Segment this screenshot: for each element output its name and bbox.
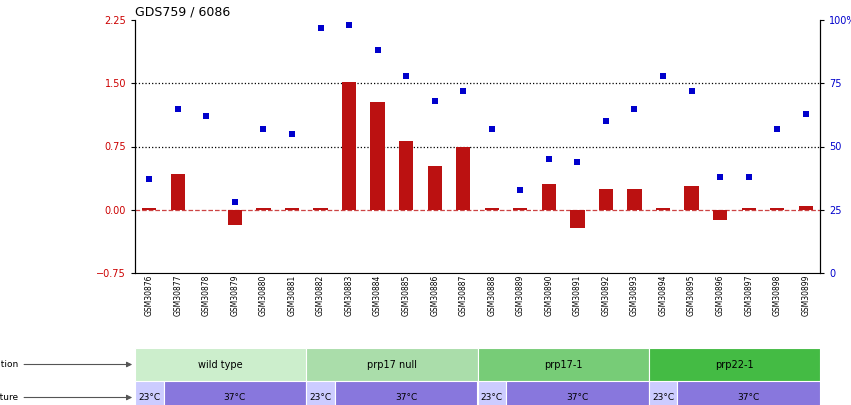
Bar xyxy=(399,141,414,210)
Text: GSM30899: GSM30899 xyxy=(802,275,810,316)
Text: GSM30894: GSM30894 xyxy=(659,275,667,316)
Bar xyxy=(370,102,385,210)
Bar xyxy=(770,208,785,210)
Text: GSM30886: GSM30886 xyxy=(431,275,439,316)
Bar xyxy=(648,348,820,381)
Text: GSM30878: GSM30878 xyxy=(202,275,211,316)
Text: GSM30887: GSM30887 xyxy=(459,275,468,316)
Point xyxy=(713,174,727,180)
Bar xyxy=(570,210,585,228)
Text: 37°C: 37°C xyxy=(738,393,760,402)
Bar xyxy=(627,189,642,210)
Text: GSM30898: GSM30898 xyxy=(773,275,782,316)
Text: GSM30885: GSM30885 xyxy=(402,275,411,316)
Bar xyxy=(342,81,357,210)
Text: GSM30890: GSM30890 xyxy=(545,275,553,316)
Text: GSM30892: GSM30892 xyxy=(602,275,610,316)
Text: 37°C: 37°C xyxy=(566,393,589,402)
Point xyxy=(285,130,299,137)
Point xyxy=(342,22,356,28)
Text: 23°C: 23°C xyxy=(652,393,674,402)
Point xyxy=(257,126,271,132)
Point xyxy=(199,113,213,119)
Text: GSM30884: GSM30884 xyxy=(373,275,382,316)
Text: GDS759 / 6086: GDS759 / 6086 xyxy=(135,6,231,19)
Text: GSM30897: GSM30897 xyxy=(744,275,753,316)
Text: 23°C: 23°C xyxy=(138,393,160,402)
Bar xyxy=(656,208,670,210)
Point xyxy=(513,186,527,193)
Point xyxy=(428,98,442,104)
Point xyxy=(485,126,499,132)
Point xyxy=(770,126,784,132)
Point xyxy=(456,87,470,94)
Text: GSM30877: GSM30877 xyxy=(174,275,182,316)
Text: GSM30882: GSM30882 xyxy=(316,275,325,316)
Bar xyxy=(542,184,556,210)
Bar xyxy=(741,208,756,210)
Point xyxy=(228,199,242,205)
Text: 37°C: 37°C xyxy=(224,393,246,402)
Point xyxy=(171,105,185,112)
Text: GSM30880: GSM30880 xyxy=(259,275,268,316)
Point xyxy=(570,158,584,165)
Text: GSM30883: GSM30883 xyxy=(345,275,353,316)
Point xyxy=(371,47,385,53)
Bar xyxy=(334,381,477,405)
Bar xyxy=(135,348,306,381)
Point xyxy=(656,72,670,79)
Text: wild type: wild type xyxy=(198,360,243,369)
Bar xyxy=(477,348,648,381)
Bar xyxy=(163,381,306,405)
Bar xyxy=(456,147,471,210)
Point xyxy=(742,174,756,180)
Text: GSM30888: GSM30888 xyxy=(488,275,496,316)
Point xyxy=(685,87,699,94)
Bar xyxy=(713,210,728,220)
Text: GSM30891: GSM30891 xyxy=(573,275,582,316)
Bar xyxy=(313,208,328,210)
Text: GSM30881: GSM30881 xyxy=(288,275,296,316)
Text: 23°C: 23°C xyxy=(310,393,332,402)
Bar xyxy=(427,166,442,210)
Text: prp17-1: prp17-1 xyxy=(544,360,582,369)
Bar xyxy=(306,381,334,405)
Bar xyxy=(648,381,677,405)
Bar xyxy=(306,348,477,381)
Text: temperature: temperature xyxy=(0,393,131,402)
Point xyxy=(799,111,813,117)
Point xyxy=(314,24,328,31)
Bar xyxy=(506,381,648,405)
Bar xyxy=(798,205,813,210)
Point xyxy=(142,176,156,183)
Bar xyxy=(285,208,299,210)
Bar xyxy=(135,381,163,405)
Text: prp22-1: prp22-1 xyxy=(715,360,754,369)
Point xyxy=(599,118,613,124)
Text: GSM30896: GSM30896 xyxy=(716,275,724,316)
Point xyxy=(542,156,556,162)
Text: prp17 null: prp17 null xyxy=(367,360,417,369)
Bar xyxy=(484,208,499,210)
Bar xyxy=(513,208,528,210)
Bar xyxy=(599,189,613,210)
Bar xyxy=(684,186,699,210)
Bar xyxy=(477,381,506,405)
Text: 37°C: 37°C xyxy=(395,393,417,402)
Point xyxy=(399,72,413,79)
Text: 23°C: 23°C xyxy=(481,393,503,402)
Bar xyxy=(142,208,157,210)
Bar xyxy=(256,208,271,210)
Point xyxy=(628,105,642,112)
Text: GSM30893: GSM30893 xyxy=(630,275,639,316)
Text: genotype/variation: genotype/variation xyxy=(0,360,131,369)
Bar xyxy=(171,174,185,210)
Text: GSM30879: GSM30879 xyxy=(231,275,239,316)
Text: GSM30895: GSM30895 xyxy=(687,275,696,316)
Text: GSM30876: GSM30876 xyxy=(145,275,154,316)
Bar xyxy=(677,381,820,405)
Bar xyxy=(228,210,242,225)
Text: GSM30889: GSM30889 xyxy=(516,275,525,316)
